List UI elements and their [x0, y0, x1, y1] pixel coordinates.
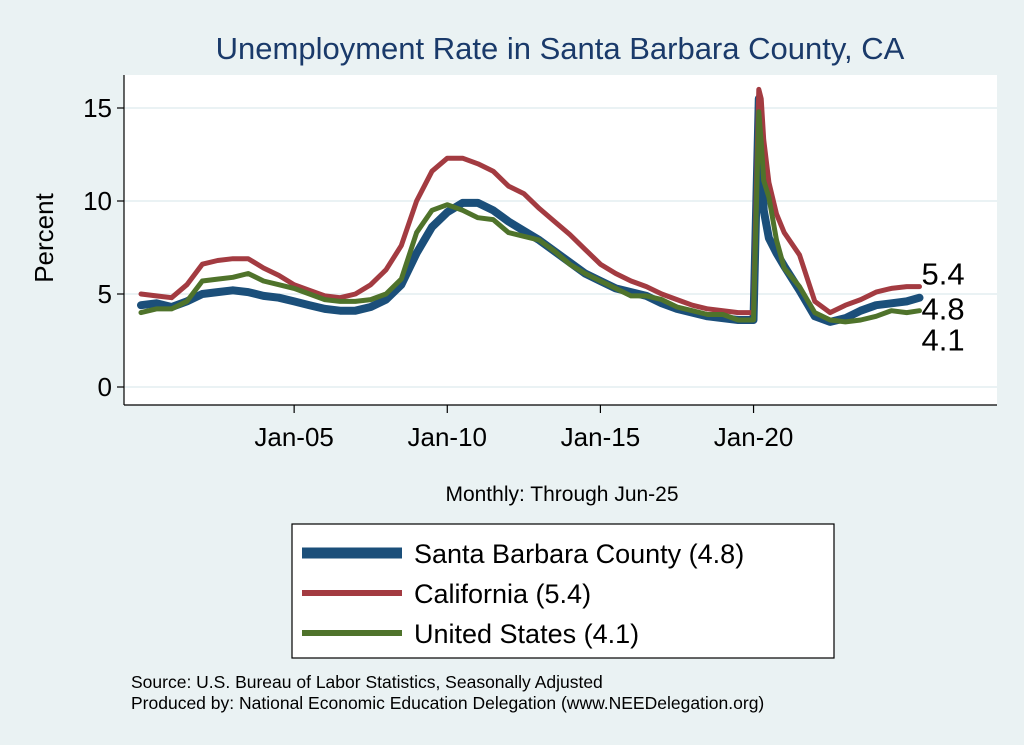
x-tick-label: Jan-05: [254, 422, 334, 452]
producer-note: Produced by: National Economic Education…: [131, 693, 765, 713]
chart-title: Unemployment Rate in Santa Barbara Count…: [216, 31, 905, 66]
y-tick-label: 0: [98, 372, 112, 402]
series-line-1: [138, 86, 922, 316]
legend-entries: Santa Barbara County (4.8) California (5.…: [302, 539, 744, 649]
plot-area: [124, 75, 997, 405]
series-line-2: [138, 109, 922, 325]
y-tick-label: 10: [83, 186, 112, 216]
end-label-1: 5.4: [922, 257, 965, 292]
y-tick-label: 15: [83, 93, 112, 123]
legend-label-2: United States (4.1): [414, 619, 639, 649]
axes: 0 5 10 15 Jan-05 Jan-10 Jan-15 Jan-20: [83, 75, 997, 452]
x-tick-label: Jan-15: [561, 422, 641, 452]
x-axis-label: Monthly: Through Jun-25: [445, 483, 678, 506]
source-note: Source: U.S. Bureau of Labor Statistics,…: [131, 672, 603, 692]
end-label-0: 4.8: [922, 292, 965, 327]
legend-label-0: Santa Barbara County (4.8): [414, 539, 744, 569]
x-tick-label: Jan-20: [714, 422, 794, 452]
legend-label-1: California (5.4): [414, 579, 591, 609]
end-label-2: 4.1: [922, 323, 965, 358]
end-labels: 4.85.4 4.1: [922, 257, 965, 358]
x-tick-label: Jan-10: [408, 422, 488, 452]
y-tick-label: 5: [98, 279, 112, 309]
series-lines: [137, 86, 924, 326]
y-axis-label: Percent: [29, 192, 59, 282]
